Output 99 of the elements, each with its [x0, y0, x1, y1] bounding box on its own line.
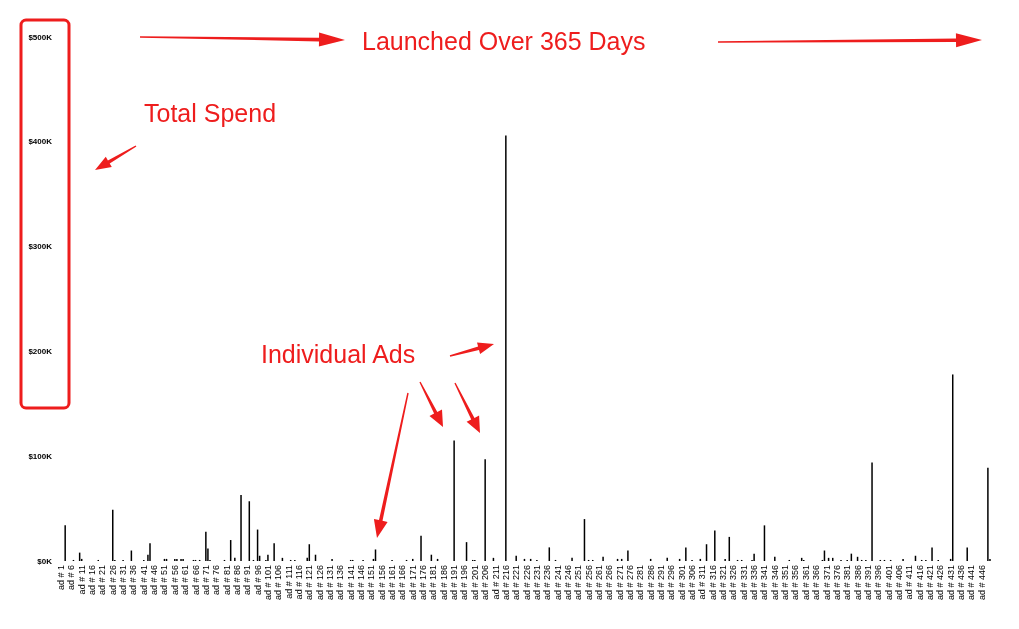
x-tick-label: ad # 101 — [262, 565, 273, 601]
x-tick-label: ad # 271 — [614, 565, 625, 601]
x-tick-label: ad # 391 — [862, 565, 873, 601]
x-tick-label: ad # 411 — [904, 565, 915, 600]
x-tick-label: ad # 11 — [76, 565, 87, 595]
x-tick-label: ad # 296 — [666, 565, 677, 601]
x-tick-label: ad # 331 — [738, 565, 749, 601]
x-tick-label: ad # 361 — [800, 565, 811, 601]
x-tick-label: ad # 86 — [231, 565, 242, 596]
x-tick-label: ad # 321 — [718, 565, 729, 601]
x-tick-label: ad # 201 — [469, 565, 480, 601]
x-tick-label: ad # 351 — [780, 565, 791, 601]
x-tick-label: ad # 266 — [604, 565, 615, 601]
y-tick-label: $200K — [28, 346, 53, 356]
x-tick-label: ad # 366 — [811, 565, 822, 601]
x-tick-label: ad # 291 — [656, 565, 667, 601]
x-tick-label: ad # 171 — [407, 565, 418, 601]
x-tick-label: ad # 236 — [542, 565, 553, 601]
x-tick-label: ad # 226 — [521, 565, 532, 601]
x-tick-label: ad # 131 — [324, 565, 335, 601]
x-tick-label: ad # 176 — [418, 565, 429, 601]
x-tick-label: ad # 261 — [593, 565, 604, 601]
x-tick-label: ad # 346 — [769, 565, 780, 601]
x-tick-label: ad # 436 — [956, 565, 966, 601]
x-tick-label: ad # 66 — [190, 565, 201, 596]
x-tick-label: ad # 211 — [490, 565, 501, 600]
x-tick-label: ad # 51 — [159, 565, 170, 596]
x-tick-label: ad # 111 — [283, 565, 294, 599]
x-tick-label: ad # 16 — [87, 565, 98, 596]
x-tick-label: ad # 381 — [842, 565, 853, 601]
x-tick-label: ad # 416 — [914, 565, 925, 601]
x-tick-label: ad # 281 — [635, 565, 646, 601]
x-tick-label: ad # 141 — [345, 565, 356, 601]
annotation: Total Spend — [144, 98, 277, 127]
x-tick-label: ad # 241 — [552, 565, 563, 601]
x-tick-label: ad # 386 — [852, 565, 863, 601]
x-tick-label: ad # 1 — [56, 565, 67, 591]
x-tick-label: ad # 276 — [624, 565, 635, 601]
x-tick-label: ad # 341 — [759, 565, 770, 601]
x-tick-label: ad # 81 — [221, 565, 232, 596]
x-tick-label: ad # 326 — [728, 565, 739, 601]
x-tick-label: ad # 146 — [356, 565, 367, 601]
x-tick-label: ad # 46 — [149, 565, 160, 596]
x-tick-label: ad # 421 — [924, 565, 935, 601]
x-tick-label: ad # 446 — [976, 565, 987, 601]
annotation: Launched Over 365 Days — [362, 26, 646, 55]
x-tick-label: ad # 196 — [459, 565, 470, 601]
x-tick-label: ad # 31 — [118, 565, 129, 596]
x-tick-label: ad # 116 — [293, 565, 304, 600]
x-tick-label: ad # 91 — [242, 565, 253, 596]
x-tick-label: ad # 191 — [449, 565, 460, 601]
x-tick-label: ad # 356 — [790, 565, 801, 601]
x-tick-label: ad # 61 — [180, 565, 191, 596]
x-tick-label: ad # 21 — [97, 565, 108, 596]
x-tick-label: ad # 26 — [107, 565, 118, 596]
x-tick-label: ad # 156 — [376, 565, 387, 601]
x-tick-label: ad # 286 — [645, 565, 656, 601]
y-tick-label: $0K — [37, 556, 53, 566]
x-tick-label: ad # 206 — [480, 565, 491, 601]
y-tick-label: $100K — [28, 451, 53, 461]
x-tick-label: ad # 431 — [945, 565, 956, 601]
x-tick-label: ad # 36 — [128, 565, 139, 596]
x-tick-label: ad # 376 — [831, 565, 842, 601]
x-tick-label: ad # 396 — [873, 565, 884, 601]
x-tick-label: ad # 256 — [583, 565, 594, 601]
x-tick-label: ad # 126 — [314, 565, 325, 601]
x-tick-label: ad # 246 — [562, 565, 573, 601]
x-tick-label: ad # 71 — [200, 565, 211, 596]
annotation: Individual Ads — [261, 339, 416, 368]
x-tick-label: ad # 151 — [366, 565, 377, 601]
y-tick-label: $300K — [28, 242, 53, 252]
x-tick-label: ad # 316 — [707, 565, 718, 601]
x-tick-label: ad # 301 — [676, 565, 687, 601]
x-tick-label: ad # 426 — [935, 565, 946, 601]
x-tick-label: ad # 251 — [573, 565, 584, 601]
x-tick-label: ad # 401 — [883, 565, 894, 601]
x-tick-label: ad # 76 — [211, 565, 222, 596]
x-tick-label: ad # 336 — [749, 565, 760, 601]
x-tick-label: ad # 216 — [500, 565, 511, 601]
x-tick-label: ad # 166 — [397, 565, 408, 601]
x-tick-label: ad # 136 — [335, 565, 346, 601]
x-tick-label: ad # 231 — [531, 565, 542, 601]
x-tick-label: ad # 121 — [304, 565, 315, 601]
x-tick-label: ad # 41 — [138, 565, 149, 596]
x-tick-label: ad # 6 — [66, 565, 77, 591]
x-tick-label: ad # 161 — [387, 565, 398, 601]
x-tick-label: ad # 371 — [821, 565, 832, 601]
x-tick-label: ad # 96 — [252, 565, 263, 596]
x-tick-label: ad # 56 — [169, 565, 180, 596]
x-tick-label: ad # 311 — [697, 565, 708, 600]
x-tick-label: ad # 406 — [893, 565, 904, 601]
x-tick-label: ad # 181 — [428, 565, 439, 601]
y-tick-label: $400K — [28, 137, 53, 147]
y-tick-label: $500K — [28, 32, 53, 42]
x-tick-label: ad # 186 — [438, 565, 449, 601]
x-tick-label: ad # 106 — [273, 565, 284, 601]
x-tick-label: ad # 306 — [687, 565, 698, 601]
x-tick-label: ad # 441 — [966, 565, 977, 601]
x-tick-label: ad # 221 — [511, 565, 522, 601]
